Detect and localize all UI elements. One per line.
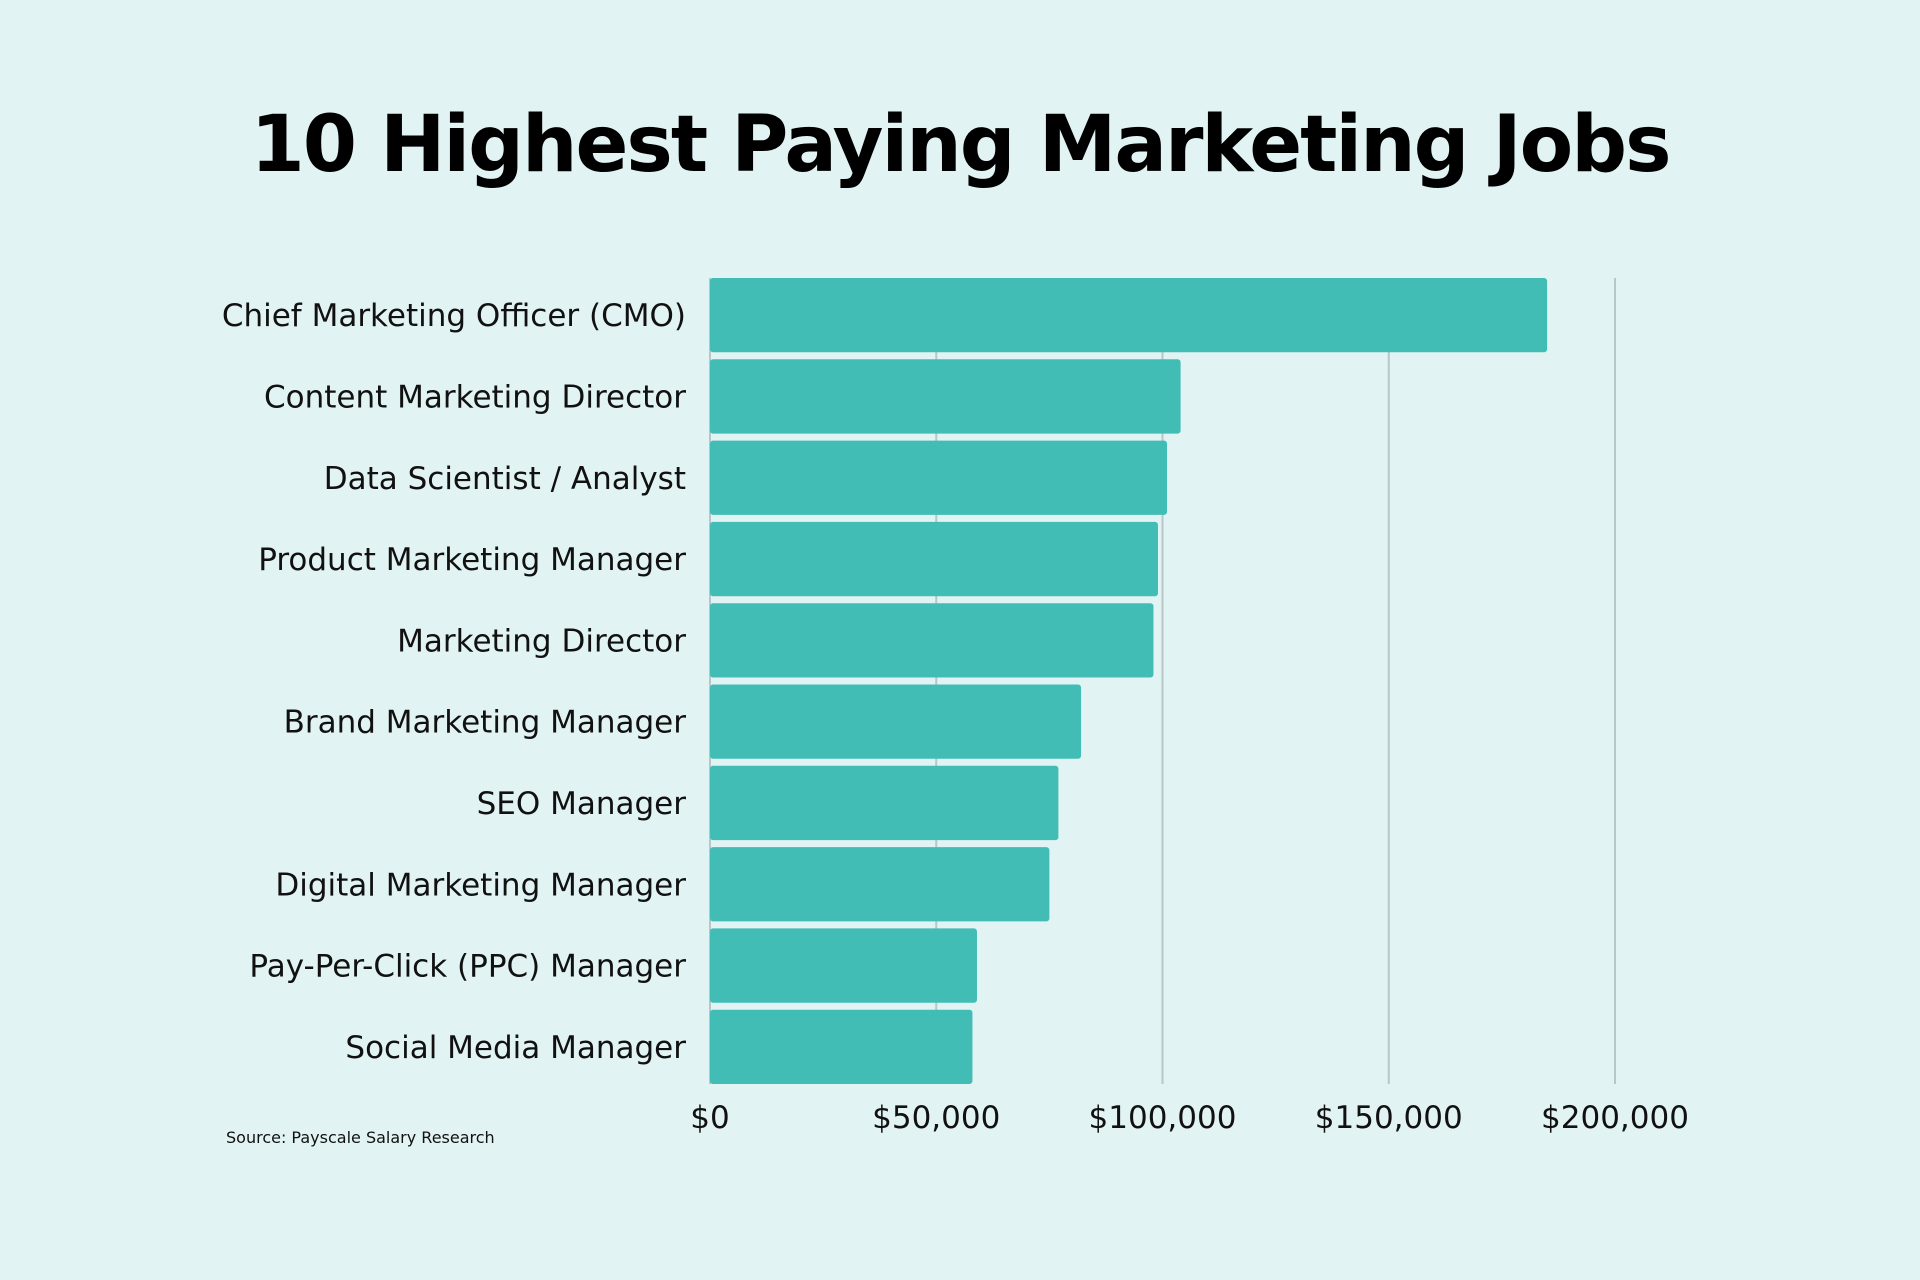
category-label: Marketing Director xyxy=(397,623,686,659)
category-label: Brand Marketing Manager xyxy=(284,705,687,741)
bar xyxy=(710,521,1158,597)
category-label: Product Marketing Manager xyxy=(258,542,686,578)
category-label: Content Marketing Director xyxy=(264,379,686,415)
x-tick-label: $150,000 xyxy=(1315,1100,1463,1136)
bar xyxy=(710,1009,973,1084)
x-tick-label: $50,000 xyxy=(872,1100,1000,1136)
category-label: SEO Manager xyxy=(477,786,687,822)
bar xyxy=(710,928,977,1003)
category-label: Digital Marketing Manager xyxy=(275,867,686,903)
bar xyxy=(710,359,1181,434)
category-label: Social Media Manager xyxy=(345,1030,686,1066)
x-tick-label: $0 xyxy=(690,1100,729,1136)
category-label: Chief Marketing Officer (CMO) xyxy=(222,298,686,334)
bar xyxy=(710,684,1082,759)
bar xyxy=(710,603,1154,678)
bar xyxy=(710,765,1059,841)
category-labels: Chief Marketing Officer (CMO) Content Mar… xyxy=(222,298,686,1066)
x-tick-label: $200,000 xyxy=(1541,1100,1689,1136)
x-tick-label: $100,000 xyxy=(1089,1100,1237,1136)
chart-title: 10 Highest Paying Marketing Jobs xyxy=(250,100,1671,190)
x-axis-ticks: $0 $50,000 $100,000 $150,000 $200,000 xyxy=(690,1100,1689,1136)
bar xyxy=(710,440,1168,515)
bars xyxy=(710,278,1548,1084)
category-label: Data Scientist / Analyst xyxy=(324,461,686,497)
source-note: Source: Payscale Salary Research xyxy=(226,1128,495,1147)
category-label: Pay-Per-Click (PPC) Manager xyxy=(249,949,686,985)
bar xyxy=(710,278,1548,353)
bar xyxy=(710,847,1050,922)
